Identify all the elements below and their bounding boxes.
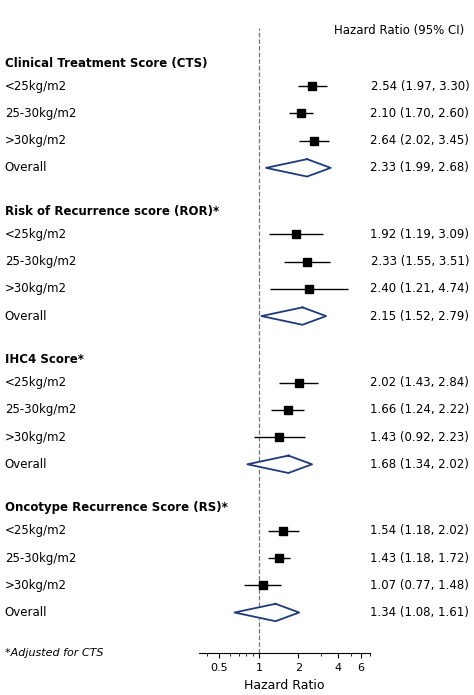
- Text: 2.64 (2.02, 3.45): 2.64 (2.02, 3.45): [370, 134, 469, 147]
- Text: 2.40 (1.21, 4.74): 2.40 (1.21, 4.74): [370, 282, 469, 295]
- Text: Overall: Overall: [5, 309, 47, 322]
- Text: 2.33 (1.99, 2.68): 2.33 (1.99, 2.68): [370, 161, 469, 174]
- Text: Oncotype Recurrence Score (RS)*: Oncotype Recurrence Score (RS)*: [5, 501, 228, 514]
- Text: >30kg/m2: >30kg/m2: [5, 431, 67, 443]
- Text: 1.68 (1.34, 2.02): 1.68 (1.34, 2.02): [370, 458, 469, 471]
- Text: 1.34 (1.08, 1.61): 1.34 (1.08, 1.61): [370, 606, 469, 619]
- Text: <25kg/m2: <25kg/m2: [5, 228, 67, 241]
- Text: <25kg/m2: <25kg/m2: [5, 80, 67, 92]
- Text: 25-30kg/m2: 25-30kg/m2: [5, 403, 76, 416]
- Text: >30kg/m2: >30kg/m2: [5, 579, 67, 592]
- Text: 25-30kg/m2: 25-30kg/m2: [5, 255, 76, 268]
- Text: *Adjusted for CTS: *Adjusted for CTS: [5, 648, 103, 658]
- Polygon shape: [235, 604, 299, 621]
- Text: 2.54 (1.97, 3.30): 2.54 (1.97, 3.30): [371, 80, 469, 92]
- Polygon shape: [266, 159, 331, 177]
- Text: 2.15 (1.52, 2.79): 2.15 (1.52, 2.79): [370, 309, 469, 322]
- Text: <25kg/m2: <25kg/m2: [5, 376, 67, 389]
- Text: >30kg/m2: >30kg/m2: [5, 134, 67, 147]
- Text: 1.07 (0.77, 1.48): 1.07 (0.77, 1.48): [370, 579, 469, 592]
- Text: 25-30kg/m2: 25-30kg/m2: [5, 107, 76, 120]
- Text: IHC4 Score*: IHC4 Score*: [5, 353, 84, 366]
- Text: 2.02 (1.43, 2.84): 2.02 (1.43, 2.84): [370, 376, 469, 389]
- Text: 2.33 (1.55, 3.51): 2.33 (1.55, 3.51): [371, 255, 469, 268]
- Text: <25kg/m2: <25kg/m2: [5, 525, 67, 537]
- Text: 1.92 (1.19, 3.09): 1.92 (1.19, 3.09): [370, 228, 469, 241]
- Text: Clinical Treatment Score (CTS): Clinical Treatment Score (CTS): [5, 57, 207, 70]
- Text: >30kg/m2: >30kg/m2: [5, 282, 67, 295]
- Text: 1.54 (1.18, 2.02): 1.54 (1.18, 2.02): [370, 525, 469, 537]
- Text: Overall: Overall: [5, 458, 47, 471]
- Text: 25-30kg/m2: 25-30kg/m2: [5, 552, 76, 564]
- Text: Hazard Ratio (95% CI): Hazard Ratio (95% CI): [334, 24, 465, 38]
- Text: Risk of Recurrence score (ROR)*: Risk of Recurrence score (ROR)*: [5, 205, 219, 218]
- Polygon shape: [262, 307, 326, 325]
- Text: Overall: Overall: [5, 606, 47, 619]
- Text: 1.66 (1.24, 2.22): 1.66 (1.24, 2.22): [370, 403, 469, 416]
- Polygon shape: [247, 456, 312, 473]
- Text: 2.10 (1.70, 2.60): 2.10 (1.70, 2.60): [370, 107, 469, 120]
- Text: 1.43 (1.18, 1.72): 1.43 (1.18, 1.72): [370, 552, 469, 564]
- X-axis label: Hazard Ratio: Hazard Ratio: [244, 678, 325, 692]
- Text: Overall: Overall: [5, 161, 47, 174]
- Text: 1.43 (0.92, 2.23): 1.43 (0.92, 2.23): [370, 431, 469, 443]
